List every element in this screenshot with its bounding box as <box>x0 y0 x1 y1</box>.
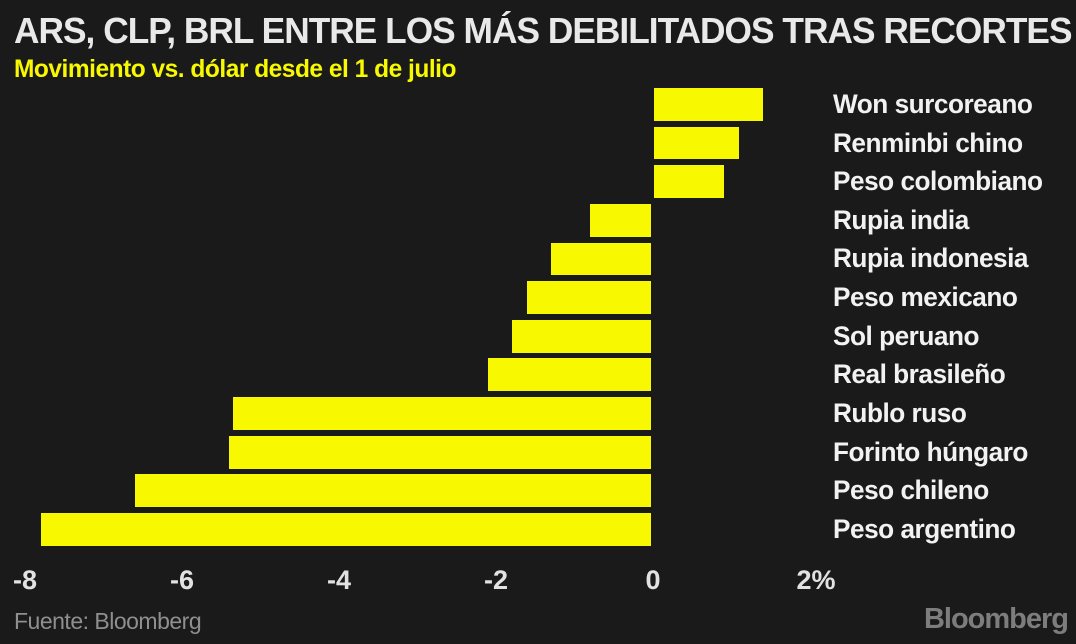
bar-label-won-surcoreano: Won surcoreano <box>833 88 1033 119</box>
x-axis-tick-2pct: 2% <box>796 565 836 595</box>
bar-peso-mexicano <box>527 281 653 314</box>
bar-label-peso-colombiano: Peso colombiano <box>833 166 1043 197</box>
bar-label-peso-argentino: Peso argentino <box>833 513 1016 544</box>
bar-label-forinto-hungaro: Forinto húngaro <box>833 436 1028 467</box>
bar-real-brasileno <box>488 358 653 392</box>
bloomberg-logo: Bloomberg <box>923 603 1069 635</box>
x-axis-tick--6: -6 <box>169 565 194 595</box>
bar-label-rublo-ruso: Rublo ruso <box>833 398 967 428</box>
bar-forinto-hungaro <box>229 435 653 469</box>
bar-renminbi-chino <box>653 126 740 160</box>
bar-label-peso-mexicano: Peso mexicano <box>833 282 1018 313</box>
source-note: Fuente: Bloomberg <box>14 608 202 634</box>
bar-label-peso-chileno: Peso chileno <box>833 475 989 506</box>
x-axis-tick-0: 0 <box>645 565 661 595</box>
bar-won-surcoreano <box>653 88 763 121</box>
bar-label-sol-peruano: Sol peruano <box>833 320 980 351</box>
bar-rublo-ruso <box>233 397 653 430</box>
bar-peso-chileno <box>134 474 653 508</box>
bar-peso-argentino <box>40 513 653 546</box>
x-axis-tick--2: -2 <box>483 565 508 595</box>
bar-label-renminbi-chino: Renminbi chino <box>833 127 1023 158</box>
bar-label-rupia-india: Rupia india <box>833 204 969 235</box>
bar-label-real-brasileno: Real brasileño <box>833 359 1006 390</box>
bar-peso-colombiano <box>653 165 724 199</box>
x-axis-tick--8: -8 <box>12 565 37 595</box>
bar-rupia-indonesia <box>550 242 653 276</box>
bar-label-rupia-indonesia: Rupia indonesia <box>833 243 1029 274</box>
zero-axis-line <box>650 88 654 546</box>
bar-sol-peruano <box>511 319 653 353</box>
chart-title: ARS, CLP, BRL ENTRE LOS MÁS DEBILITADOS … <box>14 10 1072 51</box>
bar-rupia-india <box>590 203 653 237</box>
chart-subtitle: Movimiento vs. dólar desde el 1 de julio <box>14 55 456 83</box>
x-axis-tick--4: -4 <box>326 565 351 595</box>
